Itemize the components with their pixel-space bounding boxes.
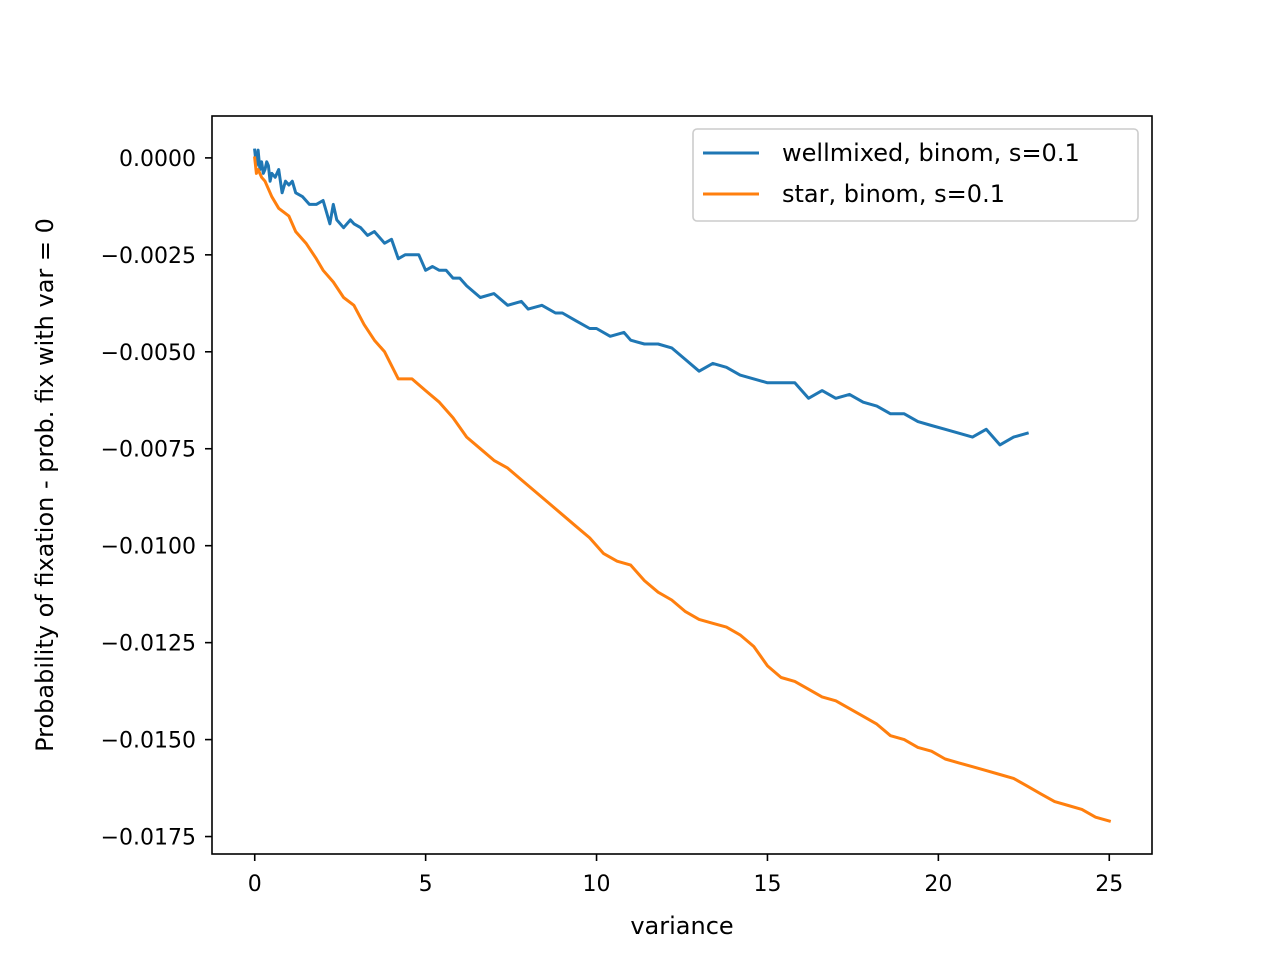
legend-label: star, binom, s=0.1 [782, 180, 1005, 208]
y-tick-label: −0.0175 [101, 826, 196, 851]
legend: wellmixed, binom, s=0.1 star, binom, s=0.… [692, 128, 1139, 222]
x-tick-label: 20 [924, 872, 952, 897]
y-tick-label: −0.0150 [101, 729, 196, 754]
x-tick-label: 0 [248, 872, 262, 897]
plot-area-frame [211, 115, 1153, 855]
y-tick-label: −0.0050 [101, 341, 196, 366]
x-axis-label: variance [630, 912, 733, 940]
y-axis-ticks: 0.0000 −0.0025 −0.0050 −0.0075 −0.0100 −0.012… [101, 147, 212, 851]
series-line-1 [253, 156, 1112, 823]
series-lines [253, 148, 1112, 823]
y-axis-label: Probability of fixation - prob. fix with… [31, 218, 59, 752]
y-tick-label: −0.0025 [101, 244, 196, 269]
y-tick-label: −0.0125 [101, 632, 196, 657]
legend-box [692, 128, 1139, 222]
x-tick-label: 25 [1095, 872, 1123, 897]
x-tick-label: 15 [753, 872, 781, 897]
y-tick-label: −0.0100 [101, 535, 196, 560]
y-tick-label: −0.0075 [101, 438, 196, 463]
legend-label: wellmixed, binom, s=0.1 [782, 139, 1080, 167]
x-axis-ticks: 0 5 10 15 20 25 [248, 854, 1123, 897]
y-tick-label: 0.0000 [119, 147, 196, 172]
x-tick-label: 5 [419, 872, 433, 897]
x-tick-label: 10 [583, 872, 611, 897]
series-line-0 [253, 148, 1030, 447]
